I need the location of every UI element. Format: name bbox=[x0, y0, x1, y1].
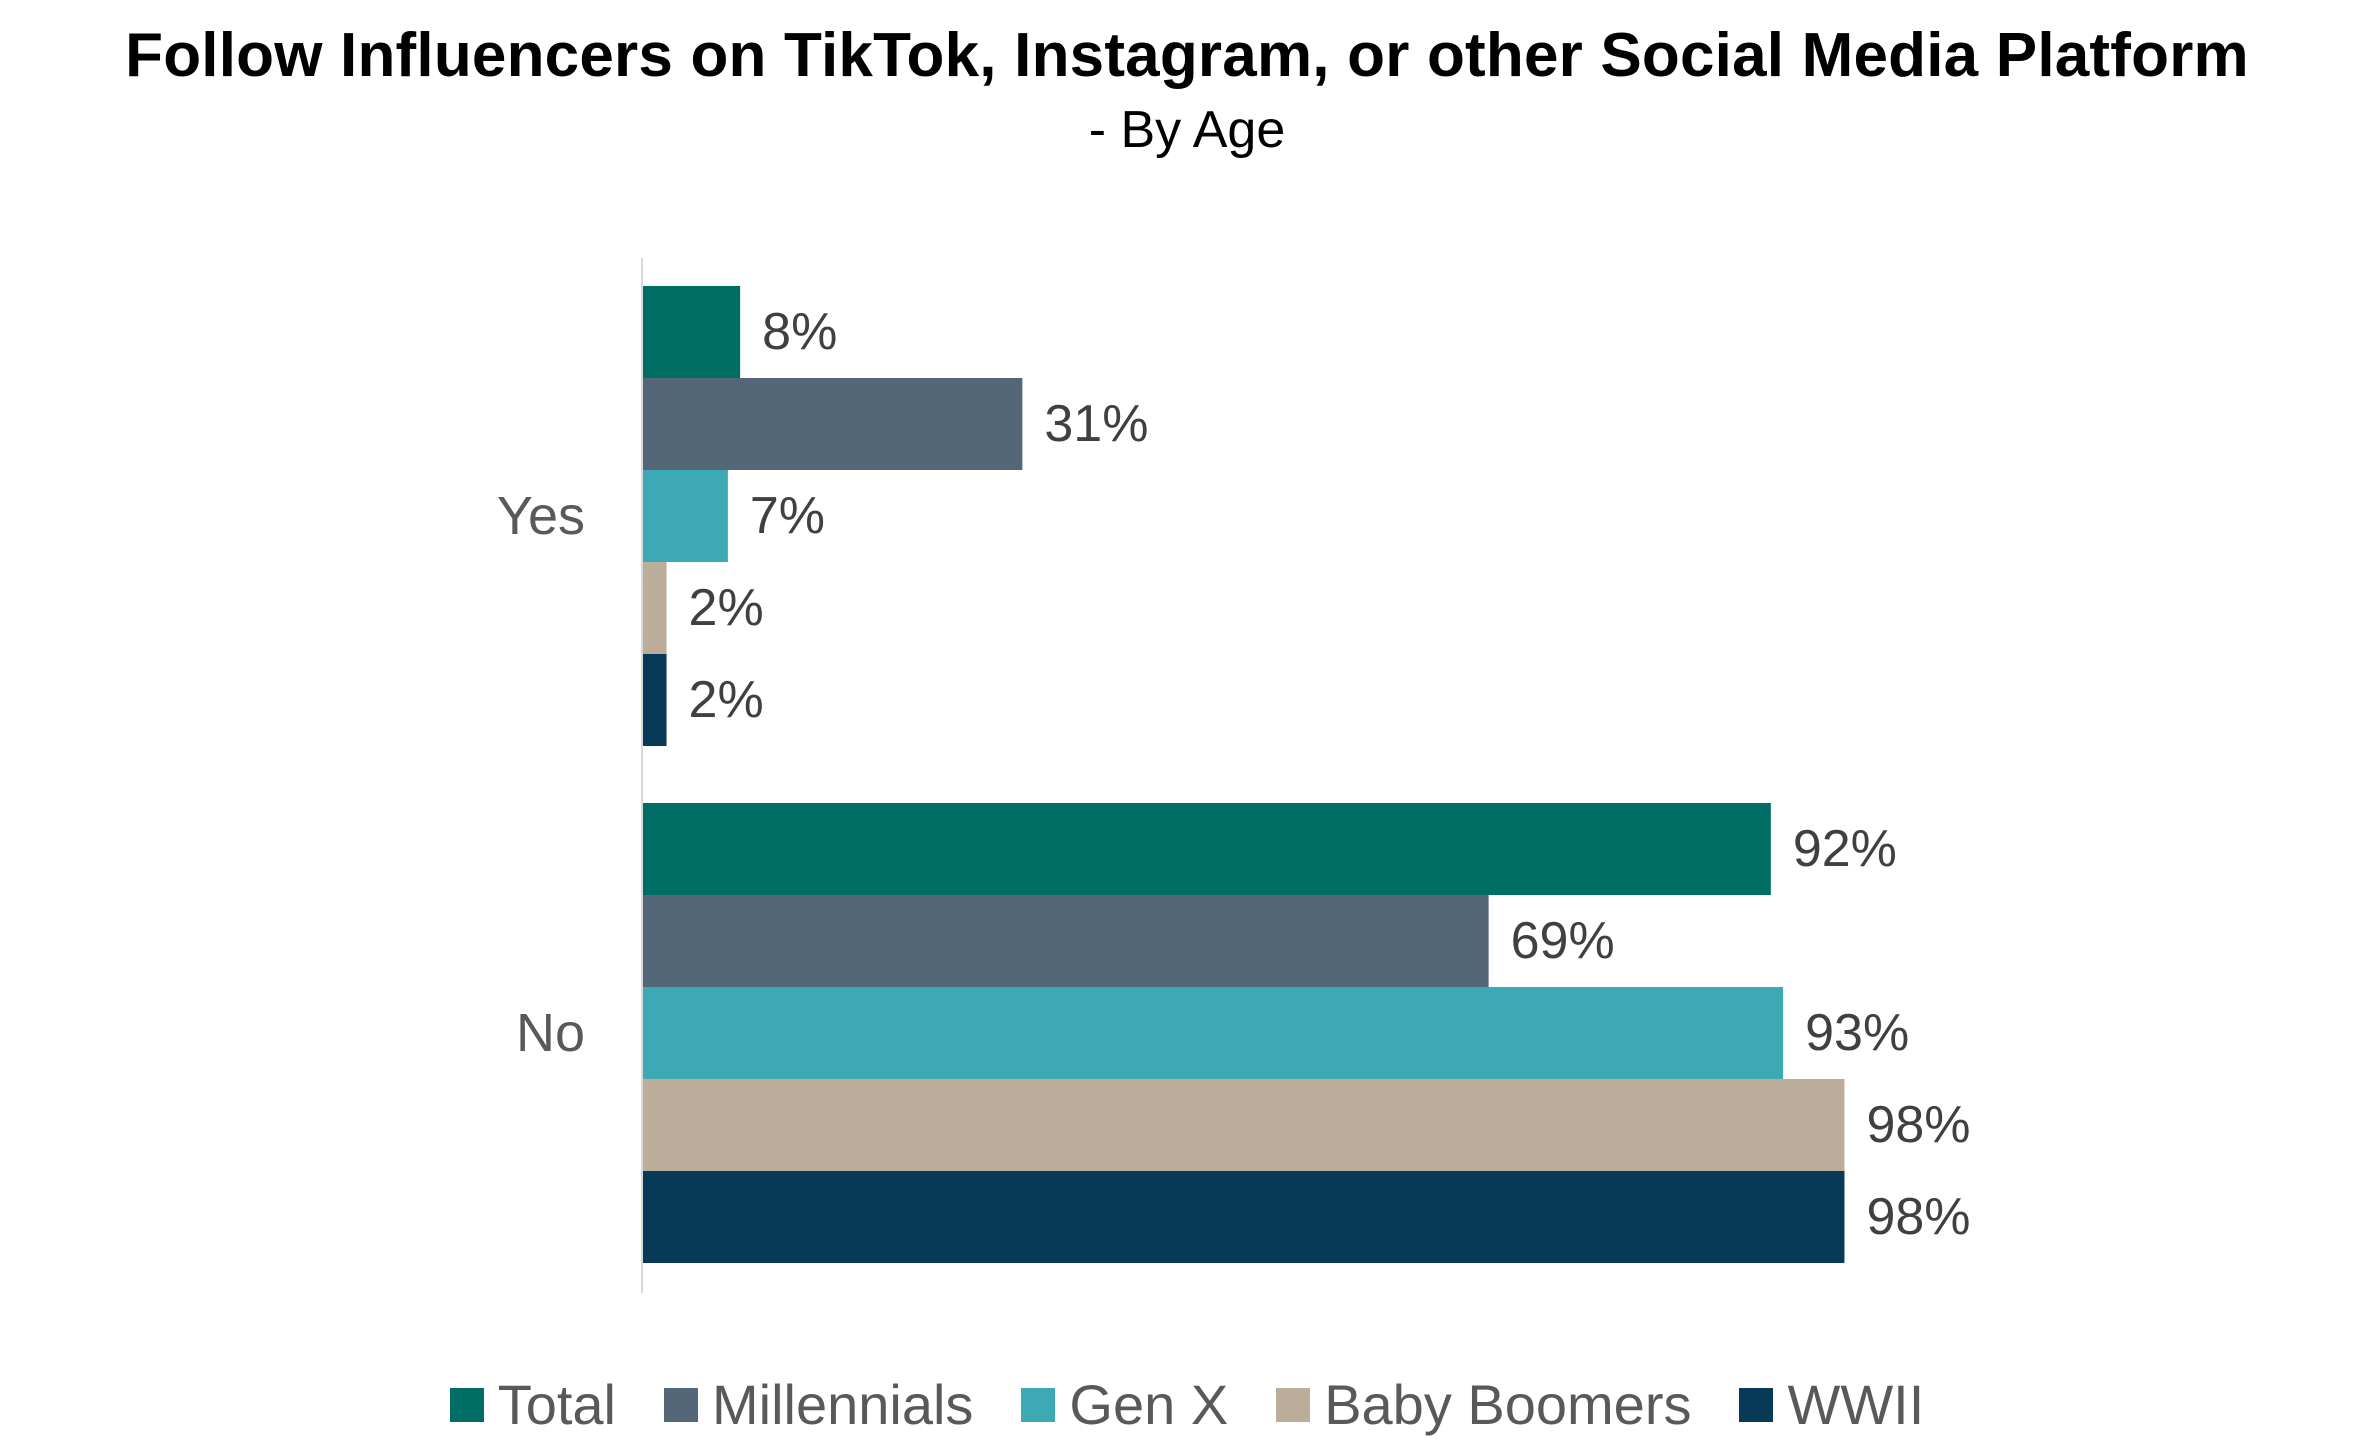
bar bbox=[642, 470, 728, 562]
data-label: 69% bbox=[1511, 912, 1615, 970]
bar bbox=[642, 654, 667, 746]
chart-legend: Total Millennials Gen X Baby Boomers WWI… bbox=[0, 1370, 2374, 1439]
legend-item-total: Total bbox=[449, 1372, 616, 1437]
bar-chart: 8% 31% 7% 2% 2% Yes 92% 69% 93% 98% 98% No bbox=[497, 258, 1971, 1293]
legend-item-gen-x: Gen X bbox=[1021, 1372, 1228, 1437]
legend-label: WWII bbox=[1787, 1373, 1925, 1436]
bar bbox=[642, 803, 1771, 895]
legend-swatch bbox=[449, 1387, 484, 1422]
data-label: 98% bbox=[1866, 1096, 1970, 1154]
legend-item-baby-boomers: Baby Boomers bbox=[1276, 1372, 1691, 1437]
category-label: Yes bbox=[497, 486, 585, 546]
legend-swatch bbox=[1739, 1387, 1774, 1422]
legend-label: Millennials bbox=[711, 1373, 974, 1436]
bar bbox=[642, 562, 667, 654]
data-label: 98% bbox=[1866, 1188, 1970, 1246]
bar bbox=[642, 987, 1784, 1079]
legend-label: Baby Boomers bbox=[1324, 1373, 1692, 1436]
bar bbox=[642, 1171, 1845, 1263]
data-label: 92% bbox=[1793, 820, 1897, 878]
chart-subtitle: - By Age bbox=[1088, 101, 1286, 159]
data-label: 93% bbox=[1805, 1004, 1909, 1062]
bar bbox=[642, 895, 1489, 987]
data-label: 2% bbox=[689, 579, 764, 637]
data-label: 8% bbox=[762, 303, 837, 361]
category-label: No bbox=[516, 1003, 585, 1063]
chart-title: Follow Influencers on TikTok, Instagram,… bbox=[125, 21, 2249, 90]
legend-item-wwii: WWII bbox=[1739, 1372, 1924, 1437]
bar bbox=[642, 1079, 1845, 1171]
legend-swatch bbox=[1276, 1387, 1311, 1422]
legend-swatch bbox=[663, 1387, 698, 1422]
data-label: 31% bbox=[1044, 395, 1148, 453]
data-label: 7% bbox=[750, 487, 825, 545]
legend-item-millennials: Millennials bbox=[663, 1372, 974, 1437]
bar bbox=[642, 286, 741, 378]
legend-label: Total bbox=[497, 1373, 616, 1436]
legend-swatch bbox=[1021, 1387, 1056, 1422]
data-label: 2% bbox=[689, 671, 764, 729]
legend-label: Gen X bbox=[1069, 1373, 1229, 1436]
bar bbox=[642, 378, 1023, 470]
